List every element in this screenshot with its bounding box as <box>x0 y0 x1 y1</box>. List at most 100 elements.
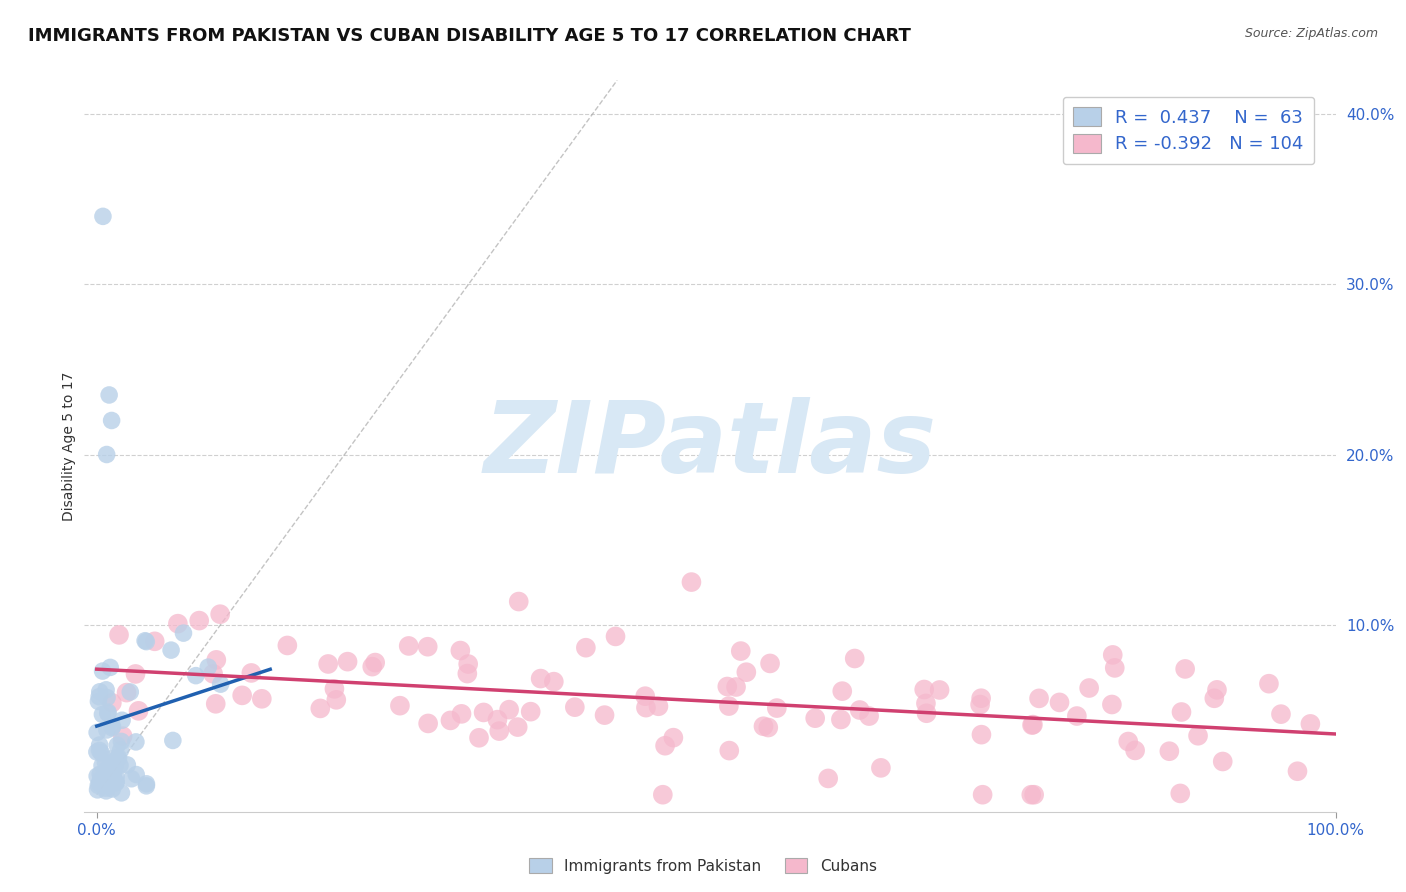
Point <box>730 644 752 658</box>
Point <box>593 708 616 723</box>
Point <box>89 738 111 752</box>
Point <box>86 769 108 783</box>
Point <box>101 769 124 783</box>
Point <box>91 210 114 224</box>
Text: IMMIGRANTS FROM PAKISTAN VS CUBAN DISABILITY AGE 5 TO 17 CORRELATION CHART: IMMIGRANTS FROM PAKISTAN VS CUBAN DISABI… <box>28 27 911 45</box>
Point <box>681 575 703 590</box>
Point <box>634 689 657 703</box>
Point <box>1022 717 1045 731</box>
Point <box>86 725 108 739</box>
Point <box>530 672 553 686</box>
Point <box>111 713 134 727</box>
Point <box>115 685 138 699</box>
Point <box>1116 734 1139 748</box>
Point <box>651 788 673 802</box>
Point <box>915 706 938 721</box>
Point <box>1101 698 1123 712</box>
Point <box>1104 661 1126 675</box>
Point <box>184 668 207 682</box>
Point <box>756 721 779 735</box>
Text: ZIPatlas: ZIPatlas <box>484 398 936 494</box>
Point <box>101 721 124 735</box>
Point <box>205 653 228 667</box>
Point <box>1174 662 1197 676</box>
Point <box>858 709 880 723</box>
Point <box>125 767 148 781</box>
Point <box>117 758 139 772</box>
Point <box>162 733 184 747</box>
Point <box>1168 786 1191 800</box>
Point <box>316 657 339 671</box>
Point <box>89 772 111 787</box>
Point <box>98 752 121 766</box>
Point <box>101 782 124 797</box>
Point <box>91 664 114 678</box>
Point <box>90 746 112 760</box>
Point <box>1028 691 1050 706</box>
Point <box>1204 691 1226 706</box>
Point <box>202 666 225 681</box>
Point <box>97 706 120 721</box>
Point <box>94 756 117 770</box>
Point <box>361 659 384 673</box>
Point <box>439 714 461 728</box>
Point <box>105 770 128 784</box>
Point <box>105 775 128 789</box>
Point <box>654 739 676 753</box>
Point <box>309 701 332 715</box>
Point <box>605 629 627 643</box>
Point <box>418 716 440 731</box>
Point <box>870 761 893 775</box>
Point <box>143 634 166 648</box>
Point <box>96 448 118 462</box>
Point <box>231 689 253 703</box>
Point <box>105 751 128 765</box>
Point <box>804 711 827 725</box>
Point <box>124 667 146 681</box>
Point <box>506 720 529 734</box>
Point <box>830 713 852 727</box>
Point <box>468 731 491 745</box>
Point <box>969 698 991 712</box>
Point <box>108 628 131 642</box>
Point <box>336 655 359 669</box>
Point <box>110 743 132 757</box>
Point <box>1206 682 1229 697</box>
Point <box>128 704 150 718</box>
Point <box>1299 717 1322 731</box>
Point <box>1066 709 1088 723</box>
Point <box>388 698 411 713</box>
Point <box>759 657 782 671</box>
Point <box>188 614 211 628</box>
Point <box>120 685 142 699</box>
Point <box>1170 705 1192 719</box>
Legend: Immigrants from Pakistan, Cubans: Immigrants from Pakistan, Cubans <box>523 852 883 880</box>
Point <box>167 616 190 631</box>
Point <box>209 677 232 691</box>
Point <box>89 685 111 699</box>
Point <box>89 743 111 757</box>
Point <box>101 696 124 710</box>
Point <box>519 705 541 719</box>
Point <box>97 705 120 719</box>
Point <box>101 719 124 733</box>
Point <box>87 694 110 708</box>
Point <box>323 681 346 696</box>
Point <box>543 674 565 689</box>
Point <box>450 706 472 721</box>
Point <box>1024 788 1046 802</box>
Point <box>1212 755 1234 769</box>
Point <box>91 707 114 722</box>
Point <box>87 779 110 793</box>
Point <box>94 784 117 798</box>
Point <box>86 783 108 797</box>
Point <box>121 772 143 786</box>
Point <box>912 682 935 697</box>
Point <box>107 750 129 764</box>
Point <box>1078 681 1101 695</box>
Point <box>970 691 993 706</box>
Point <box>915 697 938 711</box>
Point <box>717 699 740 714</box>
Point <box>972 788 994 802</box>
Point <box>86 745 108 759</box>
